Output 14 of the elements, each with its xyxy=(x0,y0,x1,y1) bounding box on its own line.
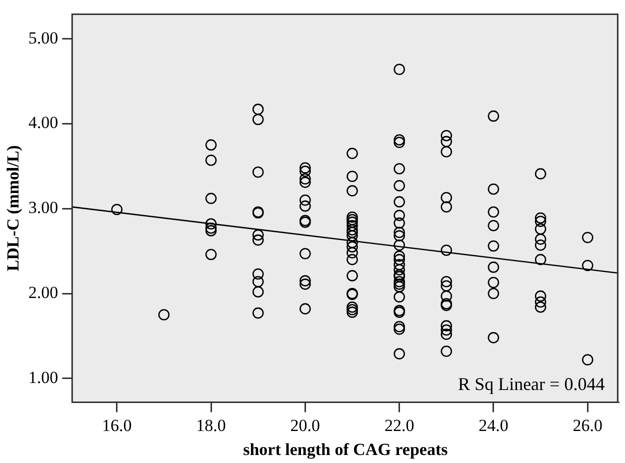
x-tick-label: 16.0 xyxy=(102,416,132,435)
y-tick-label: 5.00 xyxy=(28,28,58,48)
x-tick-label: 22.0 xyxy=(384,416,414,435)
y-tick-label: 1.00 xyxy=(28,368,58,387)
x-tick-label: 18.0 xyxy=(196,416,226,435)
x-axis-title: short length of CAG repeats xyxy=(243,440,448,460)
x-tick-label: 24.0 xyxy=(478,416,508,435)
y-tick-label: 2.00 xyxy=(28,282,58,302)
x-tick-label: 20.0 xyxy=(290,416,320,435)
y-tick-label: 4.00 xyxy=(28,113,58,132)
y-axis-title: LDL-C (mmol/L) xyxy=(4,145,23,272)
y-tick-label: 3.00 xyxy=(28,198,58,218)
x-tick-label: 26.0 xyxy=(572,416,603,435)
annotation: R Sq Linear = 0.044 xyxy=(458,374,605,394)
